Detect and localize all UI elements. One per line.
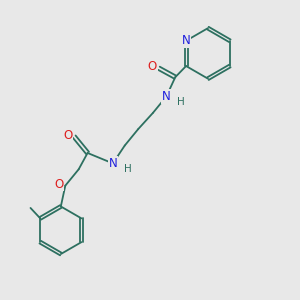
Text: H: H — [124, 164, 132, 174]
Text: N: N — [109, 157, 117, 170]
Text: N: N — [162, 90, 171, 103]
Text: O: O — [54, 178, 63, 191]
Text: H: H — [177, 97, 184, 107]
Text: O: O — [148, 60, 157, 73]
Text: O: O — [63, 129, 72, 142]
Text: N: N — [182, 34, 190, 47]
